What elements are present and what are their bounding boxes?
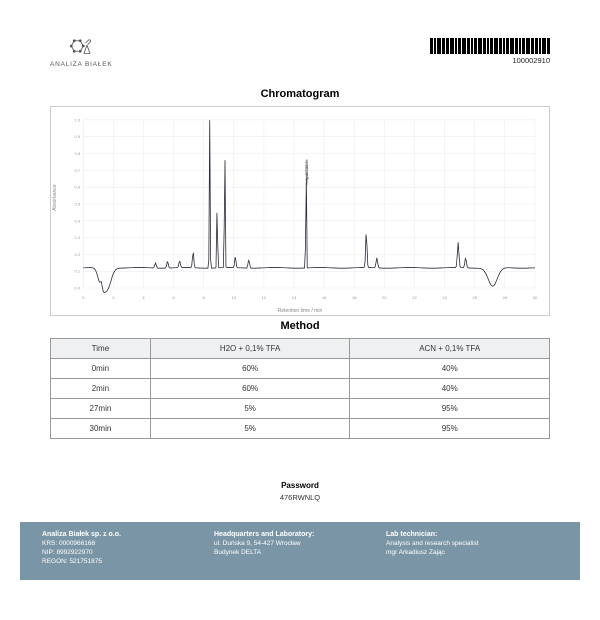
logo-icon xyxy=(66,38,96,60)
svg-text:12: 12 xyxy=(262,295,267,300)
svg-text:1.0: 1.0 xyxy=(75,117,81,122)
table-header: ACN + 0,1% TFA xyxy=(350,339,550,359)
svg-text:22: 22 xyxy=(412,295,417,300)
barcode-icon xyxy=(430,38,551,54)
table-row: 2min60%40% xyxy=(51,379,550,399)
svg-text:0.5: 0.5 xyxy=(75,201,81,206)
svg-text:2: 2 xyxy=(112,295,115,300)
svg-text:14: 14 xyxy=(292,295,297,300)
svg-text:0.7: 0.7 xyxy=(75,168,81,173)
svg-text:8: 8 xyxy=(203,295,206,300)
svg-text:18: 18 xyxy=(352,295,357,300)
footer-col1-title: Analiza Białek sp. z o.o. xyxy=(42,531,214,538)
table-row: 27min5%95% xyxy=(51,399,550,419)
svg-text:28: 28 xyxy=(503,295,508,300)
svg-text:0.6: 0.6 xyxy=(75,185,81,190)
company-name: ANALIZA BIAŁEK xyxy=(50,61,113,68)
table-header: Time xyxy=(51,339,151,359)
svg-text:0.4: 0.4 xyxy=(75,218,81,223)
barcode-block: 100002910 xyxy=(430,38,551,65)
chromatogram-chart: Absorbance Retention time / min 02468101… xyxy=(50,106,550,316)
method-table: TimeH2O + 0,1% TFAACN + 0,1% TFA 0min60%… xyxy=(50,338,550,439)
svg-text:Height 0.97: Height 0.97 xyxy=(304,164,309,185)
password-value: 476RWNLQ xyxy=(50,493,550,502)
table-row: 0min60%40% xyxy=(51,359,550,379)
footer-col2-lines: ul. Duńska 9, 54-427 WrocławBudynek DELT… xyxy=(214,540,386,558)
footer-col3-title: Lab technician: xyxy=(386,531,558,538)
svg-text:0.1: 0.1 xyxy=(75,269,81,274)
company-logo: ANALIZA BIAŁEK xyxy=(50,38,113,68)
footer-tech: Lab technician: Analysis and research sp… xyxy=(386,531,558,571)
chart-title: Chromatogram xyxy=(50,88,550,100)
table-header: H2O + 0,1% TFA xyxy=(150,339,350,359)
table-row: 30min5%95% xyxy=(51,419,550,439)
svg-text:16: 16 xyxy=(322,295,327,300)
footer-col1-lines: KRS: 0000966168NIP: 8992922970REGON: 521… xyxy=(42,540,214,566)
svg-text:20: 20 xyxy=(382,295,387,300)
svg-text:30: 30 xyxy=(533,295,538,300)
footer-col3-lines: Analysis and research specialistmgr Arka… xyxy=(386,540,558,558)
footer: Analiza Białek sp. z o.o. KRS: 000096616… xyxy=(20,522,580,580)
svg-text:24: 24 xyxy=(442,295,447,300)
svg-text:0.2: 0.2 xyxy=(75,252,81,257)
header: ANALIZA BIAŁEK 100002910 xyxy=(50,38,550,84)
footer-address: Headquarters and Laboratory: ul. Duńska … xyxy=(214,531,386,571)
x-axis-label: Retention time / min xyxy=(278,308,322,314)
svg-text:0.9: 0.9 xyxy=(75,134,81,139)
y-axis-label: Absorbance xyxy=(52,184,58,211)
document-id: 100002910 xyxy=(512,56,550,65)
svg-text:0.8: 0.8 xyxy=(75,151,81,156)
svg-text:0.0: 0.0 xyxy=(75,286,81,291)
svg-text:6: 6 xyxy=(172,295,175,300)
svg-text:26: 26 xyxy=(472,295,477,300)
footer-col2-title: Headquarters and Laboratory: xyxy=(214,531,386,538)
svg-text:4: 4 xyxy=(142,295,145,300)
document-page: ANALIZA BIAŁEK 100002910 Chromatogram Ab… xyxy=(20,20,580,580)
method-title: Method xyxy=(50,320,550,332)
password-label: Password xyxy=(50,481,550,490)
footer-company: Analiza Białek sp. z o.o. KRS: 000096616… xyxy=(42,531,214,571)
chart-canvas: 0246810121416182022242628300.00.10.20.30… xyxy=(65,113,541,303)
svg-text:0.3: 0.3 xyxy=(75,235,81,240)
svg-text:10: 10 xyxy=(232,295,237,300)
svg-text:0: 0 xyxy=(82,295,85,300)
